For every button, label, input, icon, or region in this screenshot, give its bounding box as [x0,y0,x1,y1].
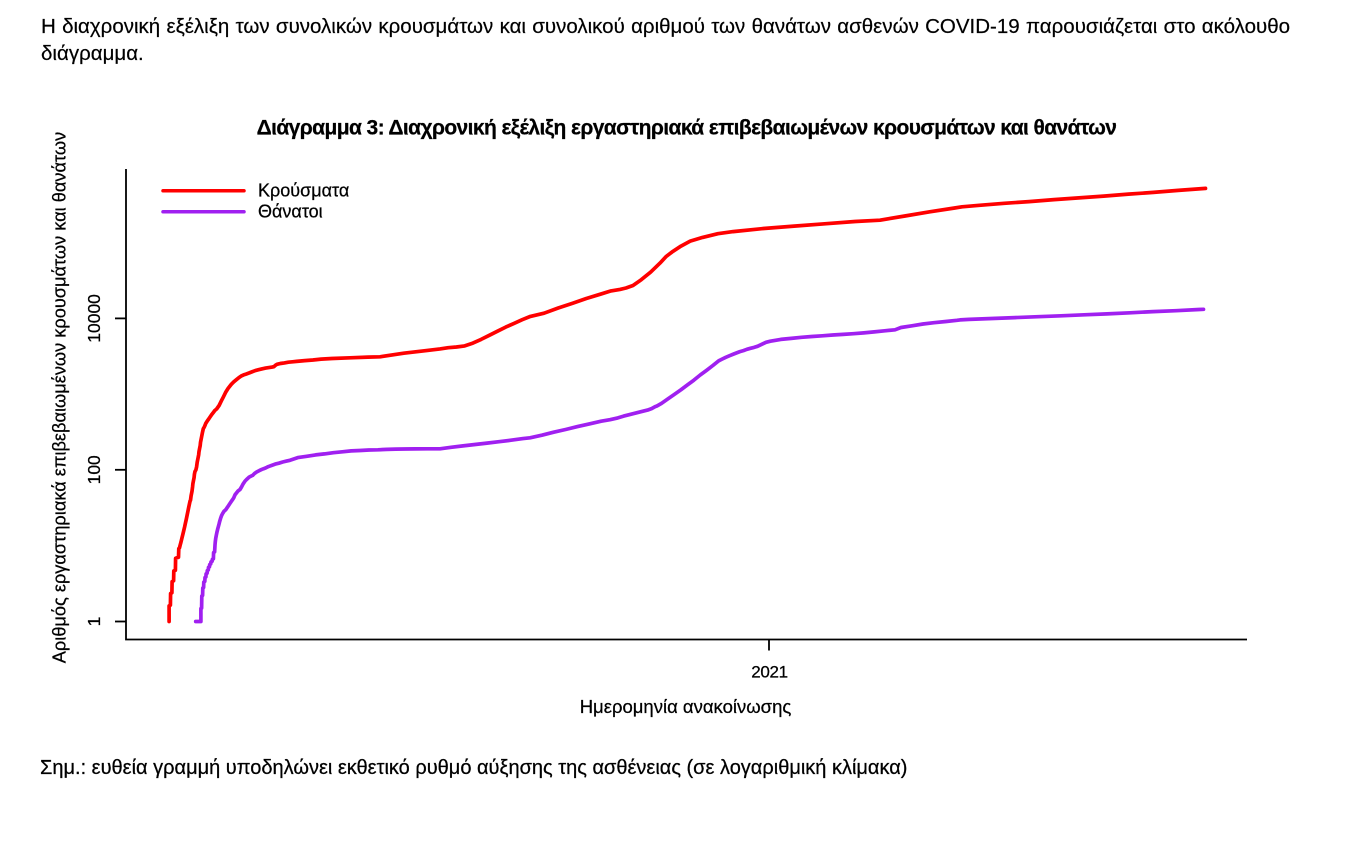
svg-text:Ημερομηνία ανακοίνωσης: Ημερομηνία ανακοίνωσης [580,696,792,717]
svg-text:2021: 2021 [751,663,788,682]
svg-text:10000: 10000 [84,294,104,343]
svg-text:Σημ.: ευθεία γραμμή υποδηλώνει: Σημ.: ευθεία γραμμή υποδηλώνει εκθετικό … [40,757,907,779]
svg-text:Διάγραμμα 3: Διαχρονική εξέλιξ: Διάγραμμα 3: Διαχρονική εξέλιξη εργαστηρ… [257,117,1117,140]
svg-text:Κρούσματα: Κρούσματα [258,181,349,201]
svg-text:Θάνατοι: Θάνατοι [258,202,323,222]
svg-text:1: 1 [84,617,104,627]
svg-text:100: 100 [84,455,104,484]
svg-text:Αριθμός εργαστηριακά επιβεβαιω: Αριθμός εργαστηριακά επιβεβαιωμένων κρου… [50,132,70,663]
